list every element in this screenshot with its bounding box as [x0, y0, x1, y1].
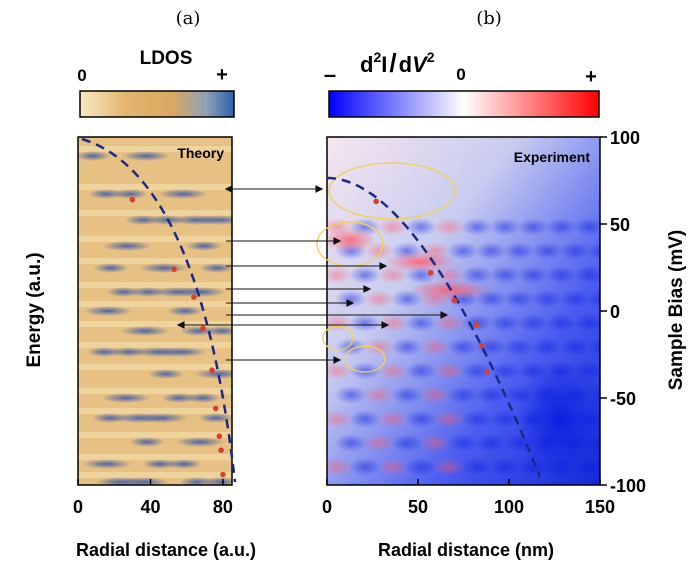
colorbar-b	[328, 90, 600, 118]
x-tick-label-b-3: 150	[585, 497, 615, 517]
marker-a-2	[191, 294, 197, 300]
y-tick-label-b-2: 0	[610, 302, 620, 322]
colorbar-b-min: –	[324, 62, 336, 87]
y-tick-label-b-0: 100	[610, 128, 640, 148]
panel-b-label: (b)	[476, 8, 502, 29]
inset-label-experiment: Experiment	[514, 149, 591, 165]
arrow-4	[226, 285, 372, 293]
dashed-curve-b	[326, 176, 542, 478]
arrow-8	[226, 356, 342, 364]
heatmap-a-frame	[77, 136, 233, 486]
marker-a-3	[200, 325, 206, 332]
arrow-6	[226, 311, 449, 319]
markers-a	[129, 196, 226, 478]
colorbar-a	[79, 90, 235, 118]
inset-label-theory: Theory	[177, 145, 224, 161]
x-tick-label-b-1: 50	[408, 497, 428, 517]
xlabel-b: Radial distance (nm)	[378, 540, 554, 560]
y-tick-label-b-3: -50	[610, 389, 636, 409]
highlight-ellipse-4	[344, 345, 386, 373]
x-tick-label-a-2: 80	[213, 497, 233, 517]
y-axis-b: 100 50 0 -50 -100	[600, 128, 646, 496]
highlight-ellipse-3	[322, 325, 354, 351]
x-tick-label-a-0: 0	[73, 497, 83, 517]
colorbar-a-title: LDOS	[140, 48, 193, 69]
colorbar-a-max: +	[216, 64, 228, 86]
arrow-3	[226, 262, 388, 270]
marker-a-6	[216, 433, 223, 440]
x-tick-label-b-0: 0	[322, 497, 332, 517]
x-axis-b: 0 50 100 150	[322, 479, 615, 517]
colorbar-a-min: 0	[77, 66, 86, 85]
dashed-curve-a	[81, 137, 237, 483]
colorbar-b-title: d2I/dV2	[360, 48, 435, 78]
arrow-2	[226, 237, 342, 245]
arrow-1	[224, 185, 324, 193]
marker-a-4	[209, 367, 215, 373]
ylabel-b: Sample Bias (mV)	[666, 230, 687, 391]
colorbar-b-zero: 0	[456, 65, 465, 84]
x-axis-a: 0 40 80	[73, 479, 233, 517]
marker-b-3	[473, 322, 480, 328]
marker-b-2	[451, 297, 458, 304]
marker-b-0	[373, 198, 379, 205]
marker-b-1	[427, 269, 434, 276]
y-tick-label-b-1: 50	[610, 215, 630, 235]
highlight-ellipse-1	[328, 162, 456, 220]
marker-b-4	[478, 343, 485, 349]
arrow-7	[176, 321, 390, 329]
marker-a-1	[171, 266, 177, 273]
marker-a-7	[218, 447, 224, 454]
xlabel-a: Radial distance (a.u.)	[76, 540, 256, 560]
x-tick-label-a-1: 40	[140, 497, 160, 517]
colorbar-b-max: +	[585, 66, 597, 88]
marker-a-5	[212, 405, 219, 412]
arrow-5	[226, 299, 355, 307]
panel-a-label: (a)	[176, 8, 201, 29]
correspondence-arrows	[176, 185, 449, 364]
marker-a-0	[129, 196, 136, 203]
ylabel-a: Energy (a.u.)	[24, 252, 45, 367]
marker-b-5	[484, 369, 490, 375]
marker-a-8	[220, 471, 226, 478]
heatmap-b	[327, 137, 600, 485]
x-tick-label-b-2: 100	[494, 497, 524, 517]
y-tick-label-b-4: -100	[610, 476, 646, 496]
markers-b	[373, 198, 490, 375]
